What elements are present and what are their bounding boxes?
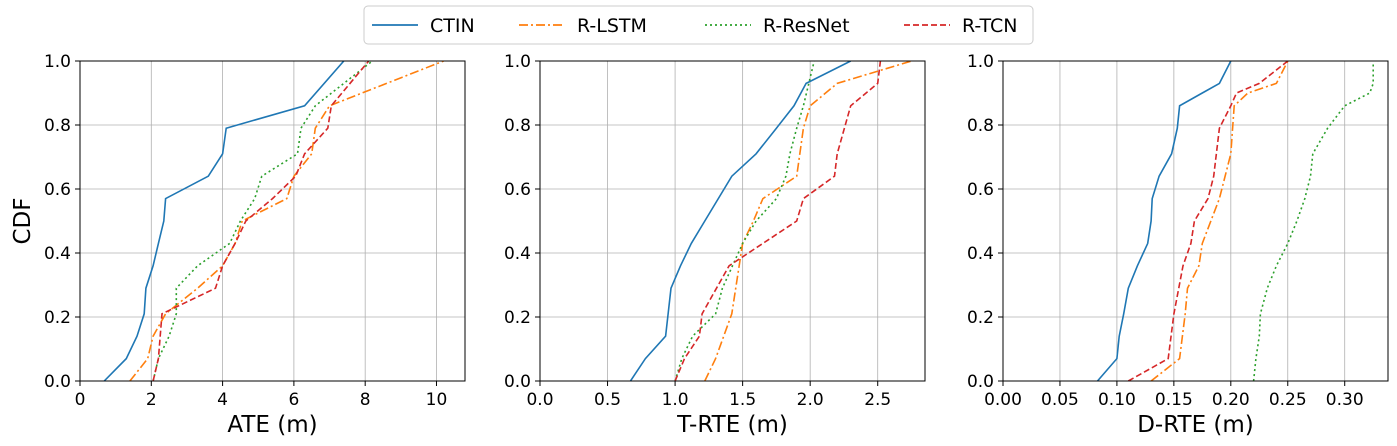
x-axis-label-ate: ATE (m) <box>227 412 317 438</box>
x-tick-label: 0.05 <box>1041 390 1079 410</box>
x-tick-label: 2 <box>146 390 157 410</box>
y-tick-label: 0.6 <box>504 180 531 200</box>
y-tick-label: 1.0 <box>504 52 531 72</box>
y-tick-label: 0.4 <box>504 244 531 264</box>
legend-label-r-lstm: R-LSTM <box>577 15 647 37</box>
x-tick-label: 0 <box>75 390 86 410</box>
series-line-r-resnet <box>1252 61 1374 381</box>
y-tick-label: 0.4 <box>44 244 71 264</box>
x-tick-label: 2.0 <box>797 390 824 410</box>
series-line-ctin <box>629 61 852 381</box>
y-tick-label: 0.0 <box>44 372 71 392</box>
series-line-r-tcn <box>152 61 370 381</box>
series-line-r-lstm <box>704 61 912 381</box>
x-tick-label: 0.15 <box>1155 390 1193 410</box>
y-tick-label: 0.0 <box>967 372 994 392</box>
x-axis-label-t-rte: T-RTE (m) <box>676 412 788 438</box>
x-tick-label: 10 <box>426 390 448 410</box>
x-tick-label: 0.0 <box>526 390 553 410</box>
chart-panel-ate: 0 2 4 6 8 10 0.0 0.2 0.4 0.6 0.8 1.0 ATE (m) CDF <box>10 52 466 438</box>
series-line-r-tcn <box>1127 61 1289 381</box>
axes-frame <box>79 60 466 382</box>
x-tick-label: 0.20 <box>1212 390 1250 410</box>
y-tick-label: 0.2 <box>504 308 531 328</box>
x-tick-label: 0.25 <box>1269 390 1307 410</box>
x-tick-label: 8 <box>360 390 371 410</box>
y-tick-label: 0.6 <box>44 180 71 200</box>
y-tick-label: 0.4 <box>967 244 994 264</box>
series-line-r-lstm <box>1150 61 1289 381</box>
series-line-r-lstm <box>129 61 444 381</box>
x-tick-label: 1.0 <box>662 390 689 410</box>
chart-panel-t-rte: 0.0 0.5 1.0 1.5 2.0 2.50.00.20.40.60.81.0T-RT… <box>504 52 926 438</box>
series-line-ctin <box>103 61 345 381</box>
y-tick-label: 0.8 <box>967 116 994 136</box>
series-line-r-tcn <box>674 61 882 381</box>
y-axis-label: CDF <box>10 198 36 245</box>
x-tick-label: 0.00 <box>984 390 1022 410</box>
legend-label-ctin: CTIN <box>430 15 475 37</box>
axes-frame <box>539 60 926 382</box>
y-tick-label: 1.0 <box>44 52 71 72</box>
series-line-ctin <box>1096 61 1232 381</box>
legend-box <box>363 5 1034 45</box>
axes-frame <box>1002 60 1389 382</box>
chart-panel-d-rte: 0.00 0.05 0.10 0.15 0.20 0.25 0.30 0.0 0.2 0.4 0.6… <box>967 52 1389 438</box>
legend-label-r-tcn: R-TCN <box>962 15 1018 37</box>
y-tick-label: 0.2 <box>44 308 71 328</box>
y-tick-label: 0.2 <box>967 308 994 328</box>
x-tick-label: 6 <box>288 390 299 410</box>
x-tick-label: 0.10 <box>1098 390 1136 410</box>
legend-label-r-resnet: R-ResNet <box>763 15 850 37</box>
y-tick-label: 0.8 <box>44 116 71 136</box>
y-tick-label: 0.8 <box>504 116 531 136</box>
x-axis-label-d-rte: D-RTE (m) <box>1137 412 1254 438</box>
x-tick-label: 0.5 <box>594 390 621 410</box>
series-line-r-resnet <box>152 61 373 381</box>
x-tick-label: 0.30 <box>1326 390 1364 410</box>
x-tick-label: 2.5 <box>864 390 891 410</box>
x-tick-label: 1.5 <box>729 390 756 410</box>
y-tick-label: 1.0 <box>967 52 994 72</box>
series-line-r-resnet <box>674 61 815 381</box>
legend: CTIN R-LSTM R-ResNet R-TCN <box>363 5 1034 45</box>
y-tick-label: 0.0 <box>504 372 531 392</box>
y-tick-label: 0.6 <box>967 180 994 200</box>
x-tick-label: 4 <box>217 390 228 410</box>
